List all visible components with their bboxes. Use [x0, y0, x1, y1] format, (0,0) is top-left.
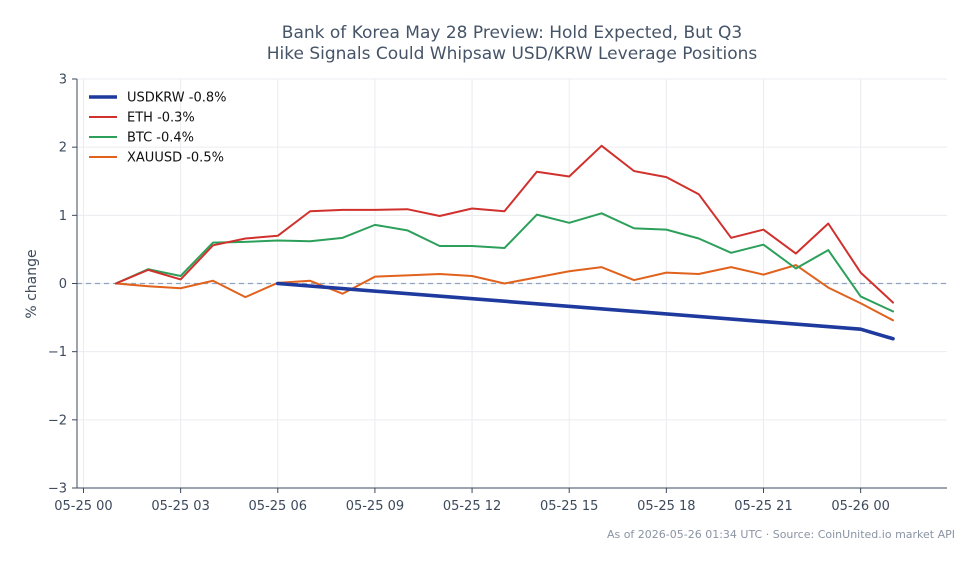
chart-title-line: Bank of Korea May 28 Preview: Hold Expec… — [282, 23, 742, 43]
y-tick-label: 2 — [59, 141, 67, 156]
y-tick-label: −2 — [48, 413, 67, 428]
x-tick-label: 05-25 18 — [637, 499, 695, 514]
series-line-usdkrw — [275, 281, 895, 341]
series-line-btc — [114, 212, 895, 313]
y-axis-label: % change — [24, 249, 40, 318]
x-tick-label: 05-25 06 — [249, 499, 307, 514]
legend-label: BTC -0.4% — [127, 131, 194, 146]
series-line-eth — [114, 144, 895, 304]
x-tick-label: 05-25 00 — [54, 499, 112, 514]
chart-title-line: Hike Signals Could Whipsaw USD/KRW Lever… — [267, 44, 758, 64]
x-tick-label: 05-26 00 — [831, 499, 889, 514]
y-tick-label: 3 — [59, 73, 67, 88]
x-tick-label: 05-25 03 — [151, 499, 209, 514]
x-axis-ticks: 05-25 00 05-25 03 05-25 06 05-25 09 05-25 12… — [54, 488, 890, 514]
legend-label: ETH -0.3% — [127, 111, 195, 126]
y-tick-label: 1 — [59, 209, 67, 224]
y-tick-label: −3 — [48, 482, 67, 497]
y-tick-label: −1 — [48, 345, 67, 360]
y-tick-label: 0 — [59, 277, 67, 292]
chart-title: Bank of Korea May 28 Preview: Hold Expec… — [267, 23, 758, 64]
legend-label: XAUUSD -0.5% — [127, 151, 224, 166]
x-tick-label: 05-25 21 — [734, 499, 792, 514]
x-tick-label: 05-25 12 — [443, 499, 501, 514]
y-axis-ticks: 3 2 1 0 −1 −2 −3 — [48, 73, 77, 497]
legend: USDKRW -0.8% ETH -0.3% BTC -0.4% XAUUSD -0.… — [89, 91, 227, 166]
footnote: As of 2026-05-26 01:34 UTC · Source: Coi… — [607, 528, 955, 541]
legend-label: USDKRW -0.8% — [127, 91, 227, 106]
series-lines — [114, 144, 895, 341]
series-line-xauusd — [114, 264, 895, 322]
x-tick-label: 05-25 09 — [346, 499, 404, 514]
x-tick-label: 05-25 15 — [540, 499, 598, 514]
